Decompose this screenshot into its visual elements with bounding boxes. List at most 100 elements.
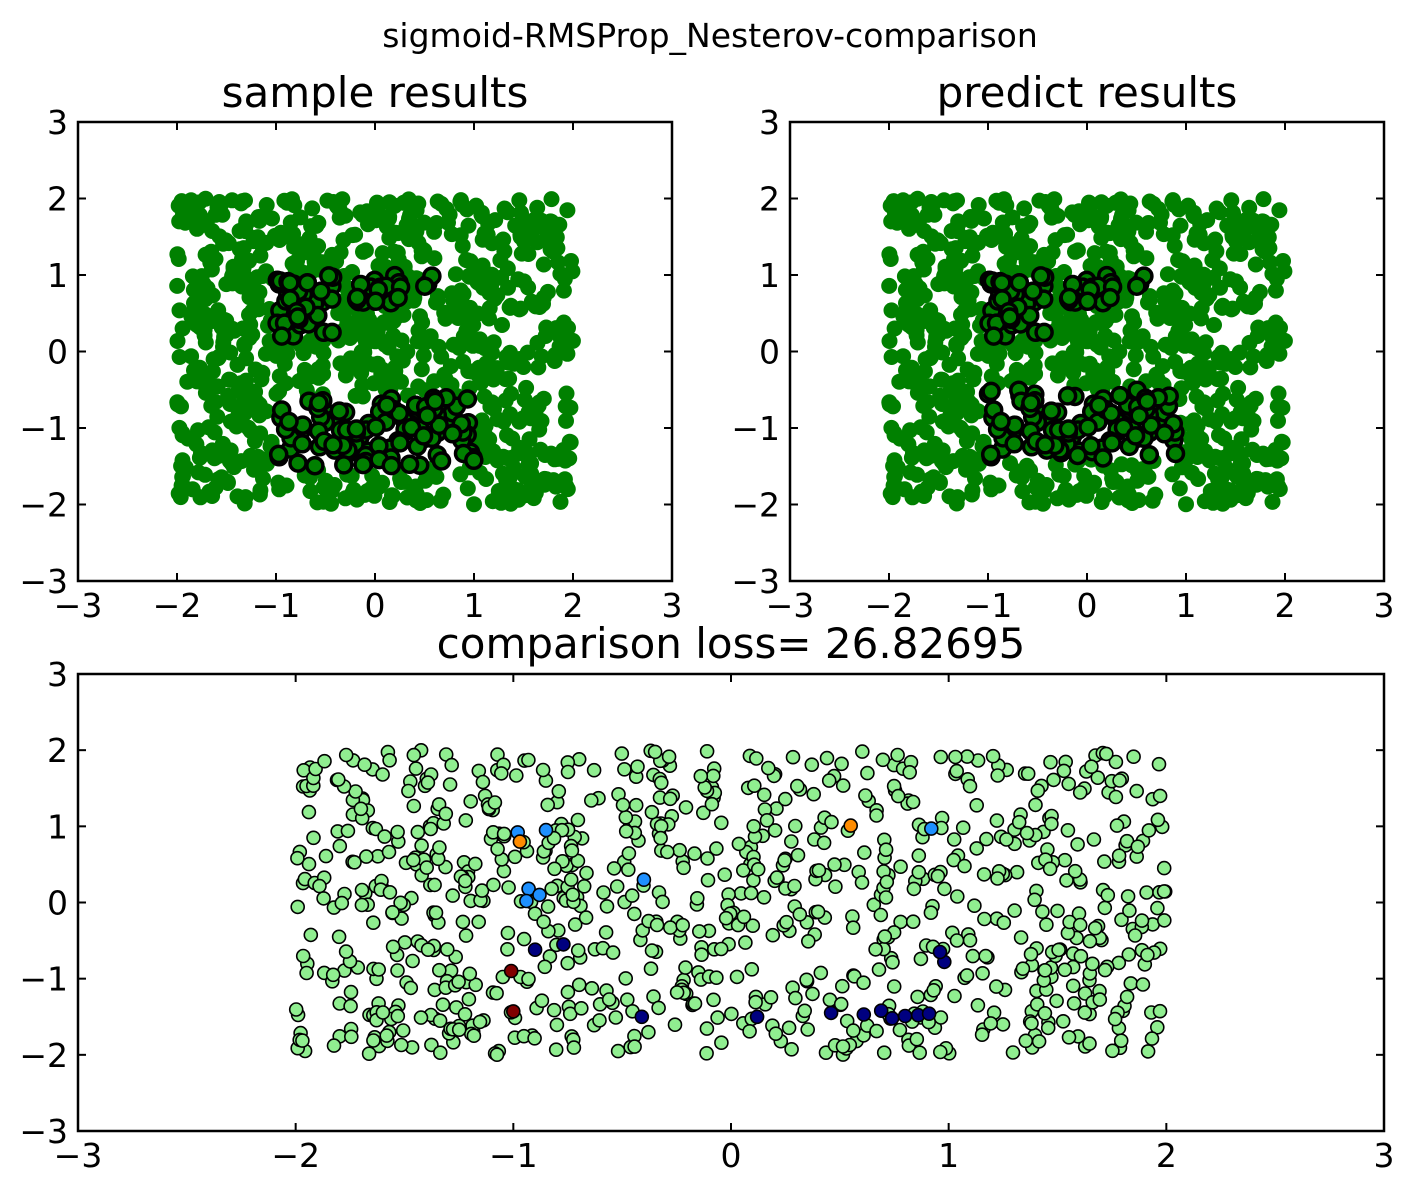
scatter-point-class-one — [377, 395, 397, 415]
scatter-point — [283, 225, 300, 242]
scatter-point — [1262, 254, 1278, 271]
scatter-point — [438, 372, 455, 389]
scatter-point — [1197, 371, 1214, 388]
scatter-point-class-one — [271, 326, 292, 346]
scatter-point-class-one — [309, 393, 329, 413]
scatter-point — [586, 762, 602, 778]
scatter-point — [415, 347, 432, 364]
scatter-point — [576, 878, 592, 894]
scatter-point — [481, 310, 497, 327]
scatter-point — [605, 945, 621, 960]
x-tick-label: −2 — [153, 586, 202, 625]
scatter-point — [562, 399, 579, 416]
scatter-point — [606, 861, 622, 876]
scatter-point — [516, 931, 532, 947]
scatter-point-mismatch — [921, 1006, 937, 1022]
scatter-point — [694, 947, 709, 963]
scatter-point — [1142, 291, 1158, 308]
scatter-point — [1190, 355, 1207, 372]
scatter-point — [1167, 285, 1184, 302]
comparison-points-layer — [288, 742, 1173, 1062]
scatter-point — [916, 223, 933, 239]
scatter-point — [911, 848, 927, 863]
scatter-point — [489, 1047, 505, 1062]
scatter-point — [466, 1028, 482, 1043]
scatter-point — [366, 1033, 381, 1048]
scatter-point — [905, 794, 921, 810]
scatter-point — [186, 295, 202, 312]
y-tick-label: 1 — [759, 256, 780, 295]
scatter-point-class-one — [297, 272, 318, 293]
scatter-point — [1149, 310, 1166, 327]
scatter-point — [295, 1033, 310, 1048]
scatter-point — [1126, 749, 1141, 765]
scatter-point — [328, 253, 345, 270]
x-tick-label: −3 — [54, 1136, 103, 1175]
scatter-point — [1112, 231, 1129, 248]
scatter-point — [628, 797, 644, 813]
scatter-point — [641, 1024, 656, 1040]
scatter-point — [496, 826, 512, 842]
scatter-point — [866, 897, 882, 913]
y-tick-label: 3 — [759, 103, 780, 142]
scatter-point — [567, 917, 583, 932]
scatter-point — [949, 763, 965, 779]
scatter-point — [1100, 887, 1116, 903]
scatter-point — [458, 928, 474, 943]
scatter-point — [1141, 823, 1157, 838]
scatter-point — [371, 962, 387, 977]
scatter-point — [909, 306, 926, 323]
scatter-point — [169, 396, 186, 413]
scatter-point — [995, 1017, 1011, 1032]
scatter-point — [470, 367, 487, 384]
scatter-point — [455, 285, 472, 302]
scatter-point — [355, 243, 371, 260]
scatter-point — [827, 857, 842, 872]
scatter-point — [678, 800, 694, 815]
scatter-point — [330, 305, 347, 322]
scatter-point — [763, 989, 779, 1005]
scatter-point-class-one — [353, 454, 373, 475]
scatter-point — [784, 1042, 799, 1057]
scatter-point — [351, 488, 368, 505]
scatter-point — [403, 980, 419, 996]
y-tick-label: 2 — [47, 731, 68, 770]
scatter-point — [1232, 279, 1249, 296]
scatter-point — [1151, 756, 1167, 772]
y-tick-label: 0 — [759, 333, 780, 372]
scatter-point — [445, 888, 461, 903]
y-tick-label: −2 — [19, 1036, 68, 1075]
scatter-point — [330, 772, 346, 787]
comparison-x-tick-labels: −3 −2 −1 0 1 2 3 — [54, 1136, 1395, 1175]
scatter-point — [789, 778, 805, 794]
scatter-point — [304, 200, 321, 217]
scatter-point — [499, 450, 516, 467]
scatter-point-class-one — [323, 435, 343, 455]
y-tick-label: 3 — [47, 103, 68, 142]
scatter-point-mismatch — [512, 834, 528, 849]
scatter-point — [876, 1045, 892, 1060]
scatter-point — [1185, 206, 1202, 223]
scatter-point — [745, 918, 761, 934]
scatter-point — [357, 757, 372, 773]
scatter-point — [375, 1005, 391, 1020]
scatter-point — [878, 890, 894, 905]
scatter-point — [756, 787, 772, 803]
scatter-point — [1211, 260, 1228, 277]
scatter-point — [860, 765, 875, 781]
scatter-point — [1055, 1013, 1071, 1029]
x-tick-label: −2 — [271, 1136, 320, 1175]
scatter-point — [1166, 196, 1183, 213]
scatter-point — [933, 453, 950, 470]
scatter-point — [455, 914, 471, 930]
scatter-point — [457, 873, 473, 889]
scatter-point — [251, 284, 268, 301]
scatter-point — [1121, 947, 1137, 962]
scatter-point — [486, 877, 501, 893]
y-tick-label: −1 — [19, 960, 68, 999]
scatter-point — [387, 359, 403, 376]
scatter-point — [501, 370, 518, 387]
y-tick-label: −2 — [731, 486, 780, 525]
scatter-point — [1195, 266, 1212, 283]
scatter-point — [743, 885, 759, 901]
